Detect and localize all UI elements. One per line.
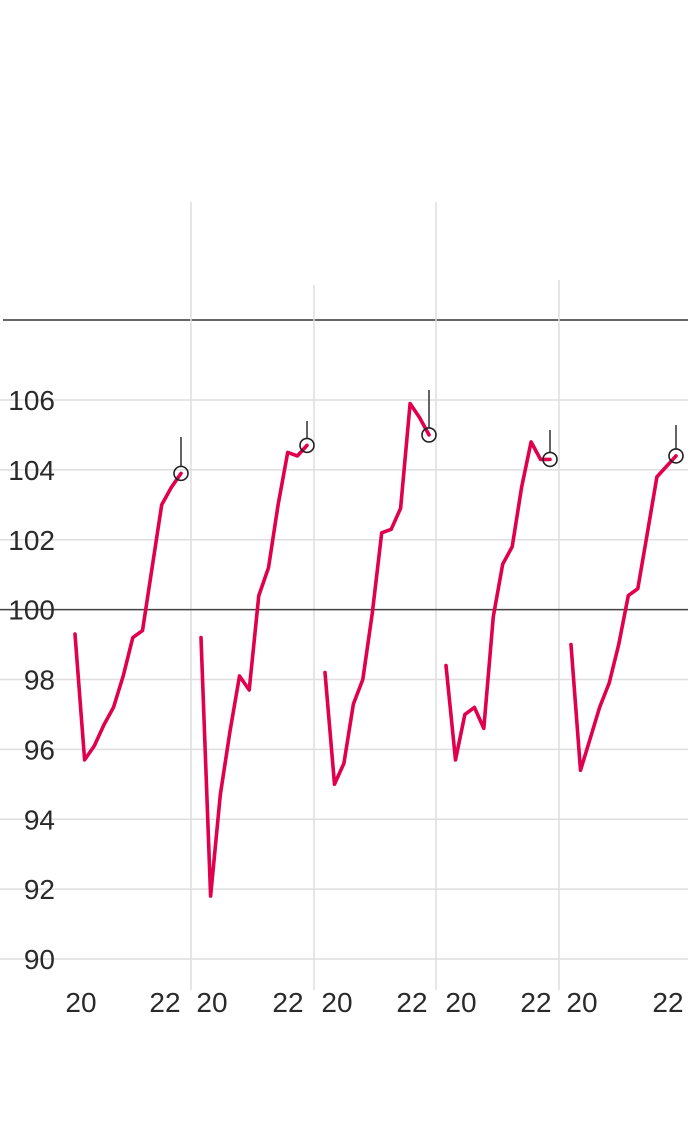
end-value-marker xyxy=(421,427,437,443)
series-line-panel-2 xyxy=(199,443,309,898)
x-tick-label: 20 xyxy=(65,987,96,1018)
x-tick-label: 22 xyxy=(652,987,683,1018)
end-value-marker xyxy=(173,465,189,482)
y-axis-tick-labels: 90 92 94 96 98 100 102 104 106 xyxy=(8,385,55,975)
y-tick-label: 90 xyxy=(24,944,55,975)
series-layer xyxy=(73,390,684,898)
y-tick-label: 106 xyxy=(8,385,55,416)
x-tick-label: 20 xyxy=(321,987,352,1018)
x-tick-label: 22 xyxy=(396,987,427,1018)
x-tick-label: 20 xyxy=(566,987,597,1018)
x-tick-label: 22 xyxy=(272,987,303,1018)
x-tick-label: 20 xyxy=(445,987,476,1018)
series-line-panel-4 xyxy=(444,440,552,762)
y-tick-label: 104 xyxy=(8,455,55,486)
series-line-panel-3 xyxy=(323,401,431,787)
y-tick-label: 96 xyxy=(24,734,55,765)
y-tick-label: 102 xyxy=(8,525,55,556)
series-line-panel-1 xyxy=(73,471,183,762)
y-tick-label: 92 xyxy=(24,874,55,905)
end-value-marker xyxy=(542,451,558,468)
x-axis-tick-labels: 20 22 20 22 20 22 20 22 20 22 xyxy=(65,987,683,1018)
series-line-panel-5 xyxy=(569,454,678,773)
end-value-marker xyxy=(299,437,315,454)
y-tick-label: 100 xyxy=(8,595,55,626)
panel-separators xyxy=(190,202,560,990)
x-tick-label: 22 xyxy=(149,987,180,1018)
x-tick-label: 20 xyxy=(196,987,227,1018)
y-tick-label: 94 xyxy=(24,804,55,835)
end-value-marker xyxy=(668,448,684,464)
y-tick-label: 98 xyxy=(24,665,55,696)
x-tick-label: 22 xyxy=(520,987,551,1018)
y-gridlines xyxy=(0,399,688,960)
